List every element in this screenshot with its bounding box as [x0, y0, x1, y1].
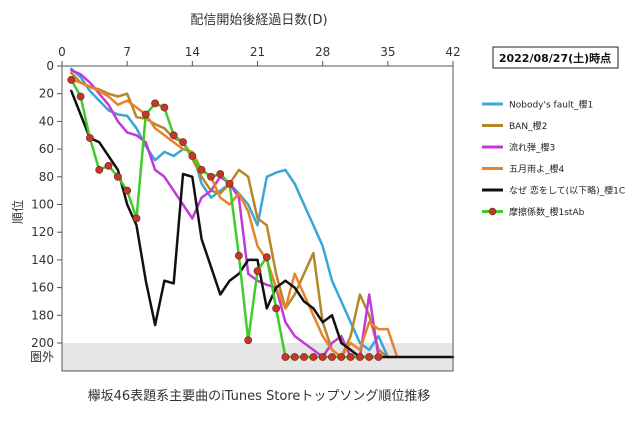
series-point-6	[169, 131, 178, 140]
x-tick-label: 42	[445, 45, 460, 59]
series-point-6	[76, 92, 85, 101]
y-tick-label: 40	[39, 114, 54, 128]
y-tick-label: 0	[46, 59, 54, 73]
series-point-6	[234, 251, 243, 260]
series-point-6	[216, 170, 225, 178]
series-point-6	[365, 353, 374, 361]
series-point-6	[141, 110, 150, 119]
chart-title: 配信開始後経過日数(D)	[190, 13, 327, 28]
series-line-6	[70, 78, 380, 359]
y-tick-label: 180	[31, 308, 54, 322]
y-tick-label: 80	[39, 170, 54, 184]
legend-label-2: BAN_櫻2	[509, 120, 547, 132]
series-point-6	[197, 165, 206, 174]
legend-marker-6	[488, 207, 497, 216]
date-label-border	[492, 46, 619, 69]
x-tick-label: 35	[380, 45, 395, 59]
date-label: 2022/08/27(土)時点	[499, 51, 611, 65]
series-line-1	[70, 67, 390, 359]
y-tick-label: 100	[31, 198, 54, 212]
series-point-6	[272, 304, 281, 313]
series-point-6	[67, 75, 76, 84]
series-line-5	[70, 89, 455, 359]
series-point-6	[123, 186, 132, 195]
x-tick-label: 14	[185, 45, 200, 59]
series-point-6	[225, 179, 234, 188]
y-axis-label: 順位	[10, 200, 25, 224]
legend-label-5: なぜ 恋をして(以下略)_櫻1C	[509, 185, 625, 197]
y-tick-label: 160	[31, 281, 54, 295]
date-label-box: 2022/08/27(土)時点	[492, 46, 619, 69]
series-point-6	[356, 353, 364, 361]
y-tick-label: 120	[31, 225, 54, 239]
y-tick-label: 200	[31, 336, 54, 350]
series-point-6	[86, 134, 94, 142]
series-point-6	[104, 161, 113, 170]
legend-label-3: 流れ弾_櫻3	[509, 142, 555, 154]
series-point-6	[309, 353, 318, 361]
series-point-6	[160, 103, 169, 112]
y-tick-label: 20	[39, 87, 54, 101]
series-point-6	[346, 353, 355, 361]
x-tick-label: 21	[250, 45, 265, 59]
series-point-6	[281, 353, 290, 361]
y-tick-label-out: 圏外	[30, 350, 54, 364]
series-point-6	[151, 99, 159, 108]
series-point-6	[328, 353, 336, 361]
series-point-6	[253, 267, 262, 275]
series-point-6	[207, 172, 215, 181]
legend-label-6: 摩擦係数_櫻1stAb	[509, 206, 585, 218]
series-point-6	[290, 353, 299, 361]
series-point-6	[244, 336, 253, 345]
series-point-6	[179, 138, 187, 147]
x-tick-label: 7	[123, 45, 131, 59]
legend-label-1: Nobody's fault_櫻1	[509, 99, 593, 111]
series-point-6	[188, 152, 197, 160]
series-point-6	[374, 353, 383, 361]
series-point-6	[113, 172, 122, 181]
chart-subtitle: 欅坂46表題系主要曲のiTunes Storeトップソング順位推移	[88, 389, 431, 404]
series-point-6	[337, 353, 346, 361]
series-point-6	[300, 353, 308, 361]
y-tick-label: 140	[31, 253, 54, 267]
x-tick-label: 28	[315, 45, 330, 59]
legend-label-4: 五月雨よ_櫻4	[509, 163, 565, 175]
series-point-6	[318, 353, 327, 361]
x-tick-label: 0	[58, 45, 66, 59]
series-point-6	[262, 253, 271, 262]
series-point-6	[132, 214, 141, 223]
series-point-6	[95, 165, 104, 174]
y-tick-label: 60	[39, 142, 54, 156]
